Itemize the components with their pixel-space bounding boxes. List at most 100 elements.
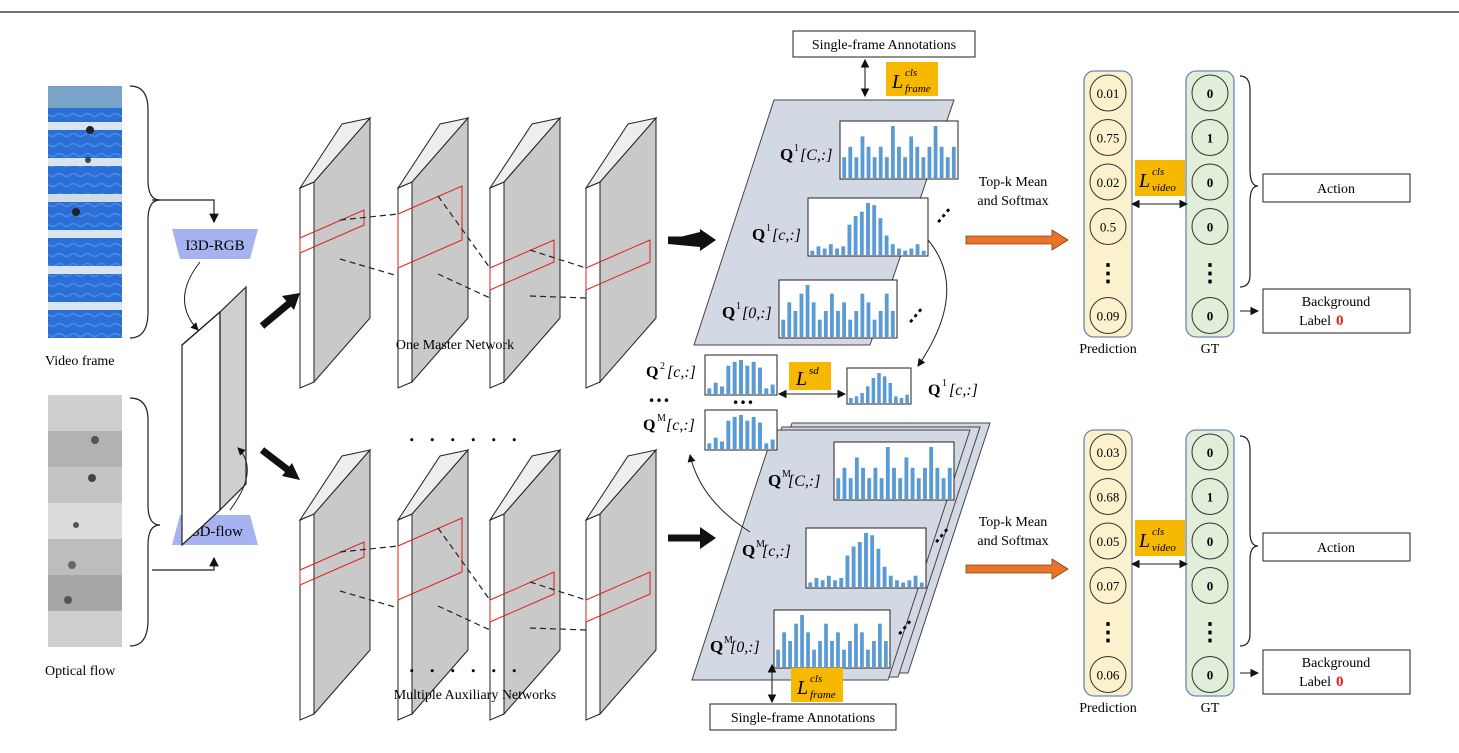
aux-dots-top: ...... [409, 418, 532, 447]
score-bar [866, 146, 871, 178]
qm-bar [758, 422, 762, 449]
score-bar [800, 615, 804, 667]
score-bar [787, 302, 792, 337]
score-bar [872, 157, 877, 178]
score-bar [870, 535, 875, 587]
q2-bar [707, 388, 712, 394]
gt-top-cell [1191, 119, 1229, 156]
prediction-top-cell [1089, 163, 1127, 201]
qm-bar [713, 437, 718, 449]
score-bar [848, 478, 853, 499]
gt-bottom-cell [1191, 567, 1229, 604]
q1-bar [894, 396, 898, 403]
gt-top-caption: GT [1201, 342, 1220, 357]
gt-top-cell [1191, 297, 1229, 334]
score-bar [810, 250, 815, 255]
background-top-zero: 0 [1336, 313, 1344, 329]
score-bar [897, 146, 901, 178]
q2-bar [764, 388, 769, 394]
score-bar [873, 467, 878, 499]
prediction-bottom-cell [1089, 567, 1127, 604]
prediction-bottom-value: 0.07 [1097, 579, 1120, 594]
loss-frame-bottom [791, 668, 843, 702]
net-slab-top [298, 117, 372, 190]
score-bar [814, 578, 819, 587]
score-bar [910, 467, 915, 499]
background-top-line2: Label [1299, 314, 1331, 329]
background-bottom-line1: Background [1302, 656, 1370, 671]
q1-bar [888, 383, 893, 403]
gt-column-top: 0 1 0 0 ⋮ 0 [1185, 70, 1235, 338]
video-brace [129, 85, 161, 339]
prediction-column-bottom: 0.03 0.68 0.05 0.07 ⋮ 0.06 [1083, 429, 1133, 697]
score-row-sup: 1 [736, 301, 741, 312]
loss-video-bottom-L: L [1138, 530, 1150, 552]
q1-bar [860, 393, 864, 403]
to-aux-arrow [259, 447, 295, 476]
score-bar [913, 575, 918, 587]
video-frame-stack [48, 86, 122, 338]
gt-bottom-value: 0 [1207, 445, 1214, 460]
score-bar [864, 533, 868, 587]
annotation-box-top [792, 30, 976, 58]
score-bar [945, 157, 950, 178]
score-bar [921, 157, 926, 178]
qm-idx: [c,:] [666, 417, 695, 434]
qm-bar [751, 416, 756, 449]
score-bar [836, 632, 840, 667]
score-bar [847, 224, 852, 255]
background-box-top [1262, 288, 1411, 334]
score-row-idx: [0,:] [742, 305, 772, 322]
score-bar [818, 641, 822, 667]
annotation-box-top-label: Single-frame Annotations [812, 38, 956, 53]
score-bar [885, 447, 890, 499]
score-bar [888, 575, 893, 587]
gt-bottom-cell [1191, 656, 1229, 693]
score-bar [907, 580, 912, 587]
optical-flow-caption: Optical flow [45, 664, 116, 679]
distill-ellipsis-left: … [648, 382, 670, 407]
score-bar [861, 467, 865, 499]
loss-frame-top-L: L [891, 71, 903, 93]
prediction-top-cell [1089, 119, 1127, 156]
q2-bar [770, 384, 775, 394]
q2-idx: [c,:] [667, 364, 696, 381]
score-bar [817, 319, 822, 337]
score-bar [782, 632, 786, 667]
i3d-rgb-block: I3D-RGB [172, 229, 258, 259]
q1-bar [877, 373, 881, 403]
pool-bottom-line1: Top-k Mean [979, 515, 1048, 530]
q2-bar [720, 386, 724, 394]
background-bottom-line2: Label [1299, 675, 1331, 690]
score-bar [854, 457, 859, 499]
score-row-q: Q [780, 145, 793, 164]
master-dots-2: ⋮ [901, 301, 930, 331]
score-bar [901, 582, 906, 587]
prediction-bottom-value: 0.06 [1097, 668, 1120, 683]
score-bar [929, 447, 934, 499]
loss-frame-top-sup: cls [905, 67, 917, 79]
action-box-top [1262, 173, 1411, 203]
gt-bottom-value: 0 [1207, 579, 1214, 594]
prediction-top-value: 0.01 [1097, 86, 1120, 101]
loss-sd [789, 362, 831, 390]
score-bar [781, 319, 786, 337]
score-bar [867, 478, 872, 499]
net-receptive-field [397, 185, 463, 269]
master-network-caption: One Master Network [396, 338, 514, 353]
prediction-bottom-ellipsis: ⋮ [1096, 620, 1120, 646]
score-bar [866, 203, 870, 255]
to-master-arrow [259, 298, 295, 329]
net-slab-edge [299, 513, 315, 721]
self-distillation-area: Q 2 [c,:] … … Q M [c,:] L sd Q 1 [c,:] [643, 239, 978, 533]
gt-bottom-value: 0 [1207, 534, 1214, 549]
prediction-bottom-cell [1089, 478, 1127, 515]
q1-label: Q [928, 382, 940, 399]
score-bar [805, 285, 810, 337]
score-bar [878, 218, 883, 255]
score-bar [891, 126, 895, 178]
master-network [298, 116, 658, 389]
q2-bar [751, 361, 756, 394]
annotation-box-bottom [709, 703, 897, 731]
net-slab-top [298, 449, 372, 522]
